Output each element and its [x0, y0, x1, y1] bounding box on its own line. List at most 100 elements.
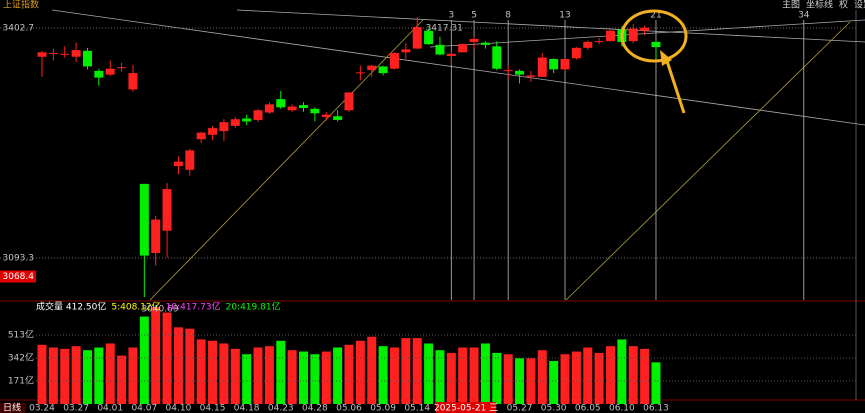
x-tick-label: 05.14: [404, 404, 430, 413]
period-box: [0, 403, 26, 413]
candle-body: [401, 49, 411, 53]
candle-body: [264, 104, 274, 113]
volume-bar: [549, 360, 559, 404]
candle-body: [105, 68, 115, 75]
volume-bar: [594, 352, 604, 404]
volume-bar: [139, 316, 149, 404]
candle-body: [651, 41, 661, 48]
menu-item[interactable]: 权: [839, 0, 848, 11]
volume-legend: 成交量 412.50亿: [36, 301, 106, 313]
volume-bar: [526, 358, 536, 404]
price-annotation: 3417.31: [426, 24, 463, 34]
candle-body: [310, 108, 320, 114]
candle-body: [287, 106, 297, 111]
x-tick-label: 05.06: [336, 404, 362, 413]
candle-body: [571, 47, 581, 59]
candle-body: [640, 27, 650, 31]
period-label: 日线: [3, 402, 21, 413]
volume-bar: [299, 351, 309, 404]
x-tick-label: 05.09: [370, 404, 396, 413]
candle-body: [162, 189, 172, 231]
x-tick-label: 03.27: [63, 404, 89, 413]
x-tick-label: 04.15: [200, 404, 226, 413]
volume-bar: [583, 347, 593, 404]
volume-bar: [253, 347, 263, 404]
volume-bar: [571, 351, 581, 404]
fib-label: 5: [471, 11, 477, 21]
candle-body: [299, 105, 309, 109]
candle-body: [367, 65, 377, 71]
gann-line: [149, 19, 424, 301]
volume-tick-label: 171亿: [8, 374, 34, 386]
menu-item[interactable]: 主图: [782, 0, 800, 11]
candle-body: [469, 38, 479, 42]
volume-bar: [162, 312, 172, 404]
candle-body: [480, 42, 490, 45]
candle-body: [378, 66, 388, 74]
volume-bar: [208, 340, 218, 404]
volume-bar: [503, 354, 513, 404]
candle-body: [185, 150, 195, 170]
candle-body: [230, 119, 240, 126]
candle-body: [208, 128, 218, 135]
fib-label: 8: [505, 11, 511, 21]
volume-bar: [469, 347, 479, 404]
cursor-date-box: [436, 402, 497, 413]
volume-bar: [128, 347, 138, 404]
x-tick-label: 04.23: [268, 404, 294, 413]
candle-body: [628, 28, 638, 42]
candle-body: [82, 50, 92, 67]
volume-bar: [378, 346, 388, 404]
volume-bar: [355, 340, 365, 404]
candle-body: [173, 161, 183, 167]
chart-title: 上证指数: [3, 0, 39, 11]
candle-body: [128, 73, 138, 90]
y-tick-label: 3402.7: [3, 23, 35, 33]
menu-item[interactable]: 坐标线: [806, 0, 833, 11]
volume-bar: [389, 347, 399, 404]
volume-bar: [82, 350, 92, 404]
candle-body: [276, 99, 286, 108]
volume-legend: 5:408.12亿: [111, 301, 160, 313]
volume-tick-label: 513亿: [8, 328, 34, 340]
volume-bar: [219, 343, 229, 404]
volume-bar: [60, 348, 70, 404]
fib-label: 13: [559, 11, 570, 21]
candle-body: [355, 72, 365, 74]
candle-body: [242, 118, 252, 122]
candle-body: [549, 58, 559, 70]
volume-bar: [151, 307, 161, 404]
menu: 主图坐标线权设置: [782, 0, 865, 11]
candle-body: [344, 92, 354, 111]
volume-legend: 20:419.81亿: [226, 301, 281, 313]
plot: 3402.7 3093.3 3068.4 3 5 8 13 21 34 3417.31 3040.6…: [0, 11, 856, 413]
volume-bar: [401, 338, 411, 404]
volume-bar: [606, 346, 615, 404]
candle-body: [94, 70, 104, 78]
candle-body: [424, 30, 434, 45]
highlight-arrowhead: [660, 50, 672, 66]
volume-bar: [37, 344, 47, 404]
gann-line: [565, 21, 851, 301]
price-annotation: 3040.69: [141, 305, 178, 315]
candle-body: [139, 183, 149, 256]
x-tick-label: 05.30: [541, 404, 567, 413]
x-tick-label: 06.13: [643, 404, 669, 413]
candle-body: [594, 41, 604, 43]
candle-body: [333, 116, 343, 120]
candle-body: [583, 41, 593, 48]
x-tick-label: 04.07: [131, 404, 157, 413]
volume-bar: [651, 362, 661, 404]
candle-body: [515, 70, 525, 75]
candle-body: [321, 114, 331, 117]
cursor-price: 3068.4: [3, 272, 35, 282]
menu-item[interactable]: 设置: [854, 0, 865, 11]
volume-bar: [173, 327, 183, 404]
cursor-date: 2025-05-21 三: [434, 404, 498, 413]
volume-bar: [48, 347, 58, 404]
candle-body: [60, 53, 70, 55]
y-tick-label: 3093.3: [3, 253, 35, 263]
fib-label: 34: [798, 11, 810, 21]
volume-bar: [480, 343, 490, 404]
